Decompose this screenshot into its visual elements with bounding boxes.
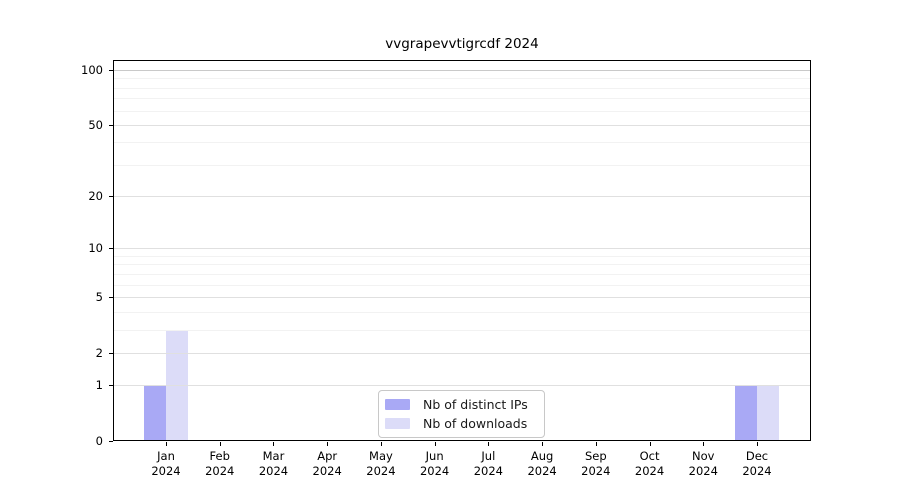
legend: Nb of distinct IPs Nb of downloads — [378, 390, 545, 438]
y-tick-label: 20 — [88, 189, 103, 204]
y-tick — [109, 70, 113, 71]
x-tick-label: Dec 2024 — [742, 449, 772, 478]
y-tick-label: 2 — [95, 345, 103, 360]
y-tick-label: 0 — [95, 434, 103, 448]
x-tick — [595, 442, 597, 446]
x-tick-label: May 2024 — [366, 449, 396, 478]
y-tick-label: 100 — [81, 63, 103, 77]
x-tick-label: Oct 2024 — [634, 449, 665, 478]
gridline-major — [113, 385, 811, 387]
x-tick — [434, 442, 436, 446]
x-tick — [703, 442, 705, 446]
x-tick-label: Apr 2024 — [312, 449, 342, 478]
legend-item-distinct-ips: Nb of distinct IPs — [385, 397, 538, 412]
gridline-minor — [113, 255, 811, 257]
y-tick-label: 1 — [95, 378, 103, 393]
y-tick — [109, 248, 113, 250]
gridline-minor — [113, 78, 811, 80]
legend-item-downloads: Nb of downloads — [385, 416, 538, 431]
y-tick — [109, 385, 113, 387]
gridline-major — [113, 124, 811, 126]
x-tick-label: Jul 2024 — [473, 449, 503, 478]
legend-label-distinct-ips: Nb of distinct IPs — [423, 397, 528, 413]
gridline-major — [113, 70, 811, 71]
gridline-minor — [113, 329, 811, 331]
gridline-minor — [113, 164, 811, 166]
x-tick-label: Nov 2024 — [688, 449, 718, 478]
gridline-minor — [113, 142, 811, 144]
y-tick-label: 10 — [88, 241, 103, 256]
x-tick-label: Aug 2024 — [527, 449, 557, 478]
gridline-minor — [113, 87, 811, 89]
bar-downloads — [757, 385, 779, 441]
gridline-minor — [113, 98, 811, 100]
gridlines-layer — [113, 60, 811, 441]
x-tick-label: Mar 2024 — [258, 449, 289, 478]
bar-distinct-ips — [144, 385, 166, 441]
x-tick — [219, 442, 221, 446]
y-tick — [109, 296, 113, 298]
y-tick — [109, 441, 113, 442]
x-tick — [273, 442, 275, 446]
legend-swatch-downloads-icon — [385, 417, 410, 429]
y-tick — [109, 352, 113, 354]
legend-swatch-distinct-ips-icon — [385, 399, 410, 411]
x-tick — [166, 442, 167, 446]
x-tick-label: Jun 2024 — [419, 449, 450, 478]
gridline-minor — [113, 284, 811, 286]
plot-area — [113, 60, 811, 441]
y-tick-label: 5 — [95, 289, 103, 304]
bar-distinct-ips — [735, 385, 757, 441]
gridline-minor — [113, 273, 811, 275]
x-tick-label: Feb 2024 — [205, 449, 235, 478]
gridline-major — [113, 196, 811, 198]
gridline-minor — [113, 311, 811, 313]
legend-label-downloads: Nb of downloads — [423, 415, 528, 431]
x-tick-label: Jan 2024 — [151, 449, 181, 478]
gridline-major — [113, 352, 811, 354]
gridline-major — [113, 248, 811, 250]
gridline-minor — [113, 110, 811, 112]
bars-layer — [113, 60, 811, 441]
x-tick — [649, 442, 651, 446]
x-tick — [488, 442, 490, 446]
x-tick — [380, 442, 382, 446]
chart-title: vvgrapevvtigrcdf 2024 — [385, 36, 539, 52]
x-tick — [757, 442, 758, 446]
y-tick — [109, 196, 113, 198]
gridline-minor — [113, 264, 811, 266]
gridline-major — [113, 296, 811, 298]
x-tick — [542, 442, 544, 446]
x-tick — [327, 442, 329, 446]
x-tick-label: Sep 2024 — [581, 449, 611, 478]
y-tick-label: 50 — [88, 117, 103, 132]
y-tick — [109, 124, 113, 126]
